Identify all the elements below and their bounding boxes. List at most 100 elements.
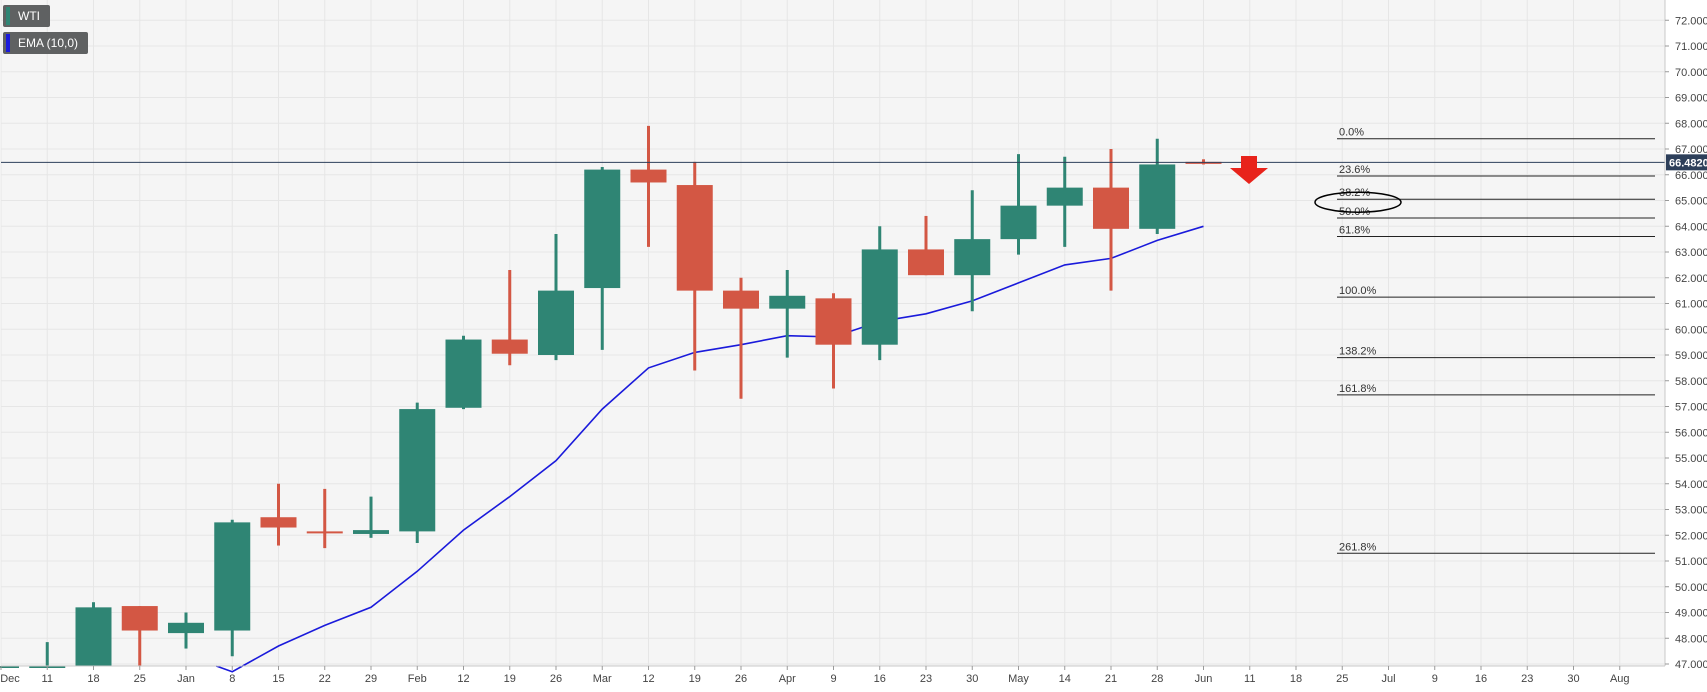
- candle-body: [861, 249, 898, 345]
- x-tick-label: 8: [229, 673, 235, 685]
- fib-label: 161.8%: [1339, 383, 1377, 395]
- y-tick-label: 47.0000: [1675, 659, 1707, 671]
- y-tick-label: 49.0000: [1675, 608, 1707, 620]
- x-tick-label: 30: [966, 673, 978, 685]
- candle-body: [538, 290, 574, 355]
- x-tick-label: Jan: [177, 673, 195, 685]
- x-tick-label: 26: [550, 673, 562, 685]
- candle-up: [168, 612, 204, 649]
- y-tick-label: 51.0000: [1675, 556, 1707, 568]
- x-tick-label: 12: [457, 673, 469, 685]
- x-tick-label: 21: [1105, 673, 1117, 685]
- y-tick-label: 66.0000: [1675, 170, 1707, 182]
- indicator-swatch: [6, 34, 10, 52]
- candle-up: [353, 496, 389, 538]
- candle-body: [399, 409, 436, 532]
- x-tick-label: Feb: [408, 673, 427, 685]
- y-tick-label: 55.0000: [1675, 453, 1707, 465]
- x-tick-label: 28: [1151, 673, 1163, 685]
- candle-down: [491, 270, 528, 366]
- candle-down: [676, 161, 713, 371]
- x-tick-label: 25: [1336, 673, 1348, 685]
- y-tick-label: 59.0000: [1675, 350, 1707, 362]
- y-tick-label: 64.0000: [1675, 221, 1707, 233]
- candle-body: [1046, 187, 1083, 206]
- candle-up: [954, 190, 991, 312]
- candle-down: [630, 125, 667, 247]
- y-axis: 47.0000 48.0000 49.0000 50.0000 51.0000 52.00…: [1664, 0, 1707, 671]
- down-arrow-icon: [1230, 156, 1268, 184]
- y-tick-label: 60.0000: [1675, 324, 1707, 336]
- instrument-badge[interactable]: WTI: [3, 5, 50, 27]
- candle-down: [260, 483, 297, 546]
- fibonacci-levels: 0.0%23.6%38.2%50.0%61.8%100.0%138.2%161.…: [1337, 127, 1655, 554]
- y-tick-label: 65.0000: [1675, 196, 1707, 208]
- candle-up: [584, 167, 621, 350]
- candle-up: [538, 233, 574, 361]
- candles: [0, 125, 1222, 668]
- candle-body: [584, 169, 621, 289]
- x-tick-label: Jun: [1195, 673, 1213, 685]
- candle-body: [954, 239, 991, 276]
- y-tick-label: 57.0000: [1675, 402, 1707, 414]
- instrument-label: WTI: [18, 9, 40, 23]
- x-tick-label: May: [1008, 673, 1029, 685]
- candle-up: [1139, 138, 1176, 234]
- x-tick-label: 16: [874, 673, 886, 685]
- x-axis: Dec 11 18 25 Jan 8 15 22 29 Feb 12 19 26 Mar 12 19 26 Apr…: [0, 665, 1665, 685]
- x-tick-label: 18: [1290, 673, 1302, 685]
- candle-down: [1093, 149, 1129, 291]
- fib-label: 261.8%: [1339, 541, 1377, 553]
- x-tick-label: Mar: [593, 673, 612, 685]
- candle-body: [168, 622, 204, 634]
- candle-body: [491, 339, 528, 354]
- candle-body: [769, 295, 806, 309]
- candle-up: [0, 666, 19, 668]
- candle-up: [861, 226, 898, 361]
- x-tick-label: 30: [1567, 673, 1579, 685]
- y-tick-label: 68.0000: [1675, 118, 1707, 130]
- y-tick-label: 54.0000: [1675, 479, 1707, 491]
- y-tick-label: 52.0000: [1675, 530, 1707, 542]
- y-tick-label: 53.0000: [1675, 505, 1707, 517]
- x-tick-label: Apr: [779, 673, 796, 685]
- x-tick-label: 11: [42, 673, 53, 685]
- x-tick-label: 18: [87, 673, 99, 685]
- y-tick-label: 70.0000: [1675, 67, 1707, 79]
- candle-body: [723, 290, 759, 309]
- candle-body: [121, 606, 158, 631]
- x-tick-label: 15: [272, 673, 284, 685]
- y-tick-label: 56.0000: [1675, 427, 1707, 439]
- candle-body: [306, 531, 343, 534]
- candle-body: [1185, 161, 1222, 164]
- candle-body: [630, 169, 667, 183]
- x-tick-label: 12: [642, 673, 654, 685]
- candle-body: [75, 607, 112, 666]
- current-price-label: 66.4820: [1669, 157, 1707, 169]
- x-tick-label: Aug: [1610, 673, 1630, 685]
- candle-up: [1000, 154, 1037, 255]
- candle-body: [353, 530, 389, 534]
- candle-body: [0, 666, 19, 668]
- candle-down: [815, 293, 852, 389]
- instrument-swatch: [6, 7, 10, 25]
- x-tick-label: 26: [735, 673, 747, 685]
- candle-up: [399, 402, 436, 543]
- candle-down: [306, 488, 343, 549]
- x-tick-label: 19: [504, 673, 516, 685]
- fib-label: 100.0%: [1339, 285, 1377, 297]
- candle-up: [769, 270, 806, 358]
- y-tick-label: 58.0000: [1675, 376, 1707, 388]
- y-tick-label: 72.0000: [1675, 15, 1707, 27]
- fib-label: 23.6%: [1339, 164, 1370, 176]
- candle-down: [121, 606, 158, 666]
- indicator-badge[interactable]: EMA (10,0): [3, 32, 89, 54]
- candle-up: [445, 335, 482, 410]
- candle-body: [1000, 205, 1037, 240]
- highlight-ellipse: [1314, 191, 1402, 213]
- candle-down: [723, 277, 759, 399]
- y-tick-label: 69.0000: [1675, 93, 1707, 105]
- x-tick-label: 9: [830, 673, 836, 685]
